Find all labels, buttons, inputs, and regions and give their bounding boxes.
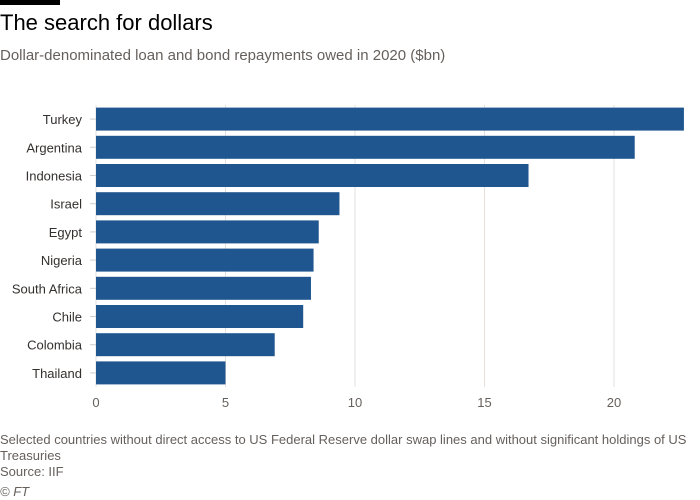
chart-subtitle: Dollar-denominated loan and bond repayme… xyxy=(0,47,446,64)
y-tick-label: Nigeria xyxy=(41,253,83,268)
x-tick-label: 0 xyxy=(92,395,99,410)
y-tick-label: Chile xyxy=(52,310,82,325)
copyright: © FT xyxy=(0,484,30,499)
bar-nigeria xyxy=(96,248,314,272)
y-tick-label: Egypt xyxy=(49,225,83,240)
source-text: Source: IIF xyxy=(0,464,64,479)
y-tick-label: Turkey xyxy=(43,112,83,127)
y-tick-label: Israel xyxy=(50,197,82,212)
x-tick-label: 10 xyxy=(348,395,362,410)
brand-bar xyxy=(0,0,60,5)
y-tick-label: Indonesia xyxy=(26,169,83,184)
bar-south-africa xyxy=(96,276,311,300)
bar-colombia xyxy=(96,333,275,357)
bar-argentina xyxy=(96,135,635,159)
x-tick-label: 20 xyxy=(607,395,621,410)
bar-turkey xyxy=(96,107,684,131)
y-tick-label: Thailand xyxy=(32,366,82,381)
x-tick-label: 15 xyxy=(477,395,491,410)
y-tick-label: Argentina xyxy=(26,140,82,155)
chart-footnote: Selected countries without direct access… xyxy=(0,432,690,480)
y-tick-label: South Africa xyxy=(12,281,83,296)
bar-israel xyxy=(96,192,340,216)
bar-chart: 0 5 10 15 20 Turkey Argentina Indonesia Israel Eg… xyxy=(12,105,684,410)
chart-title: The search for dollars xyxy=(0,10,213,35)
x-tick-label: 5 xyxy=(222,395,229,410)
note-text: Selected countries without direct access… xyxy=(0,432,687,463)
bar-chile xyxy=(96,305,304,328)
bar-indonesia xyxy=(96,164,529,187)
bar-thailand xyxy=(96,361,226,385)
y-tick-label: Colombia xyxy=(27,338,83,353)
bar-egypt xyxy=(96,220,319,244)
